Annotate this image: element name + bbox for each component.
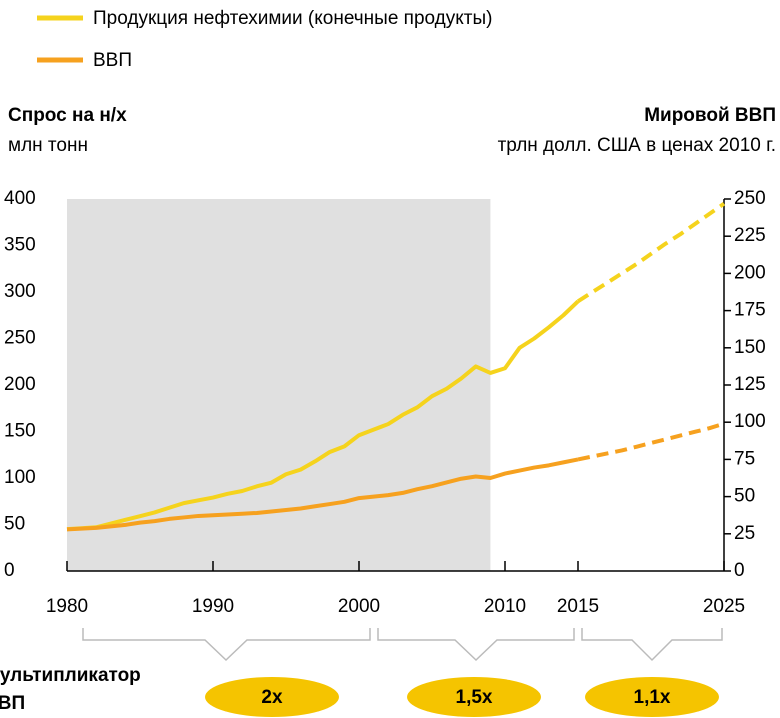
- y-tick-label: 0: [4, 560, 15, 581]
- y2-tick-label: 0: [734, 560, 745, 581]
- y2-tick-label: 100: [734, 411, 766, 432]
- y2-tick-label: 250: [734, 188, 766, 209]
- y2-tick-label: 125: [734, 374, 766, 395]
- y-tick-label: 300: [4, 281, 36, 302]
- right-axis-unit: трлн долл. США в ценах 2010 г.: [498, 135, 776, 156]
- data-line: [66, 299, 580, 532]
- bracket: [581, 628, 723, 662]
- data-line: [66, 457, 579, 532]
- multiplier-oval: [585, 677, 719, 717]
- bracket: [377, 628, 575, 662]
- brackets: [82, 628, 723, 662]
- legend: Продукция нефтехимии (конечные продукты)…: [37, 8, 492, 71]
- forecast-line: [576, 202, 726, 303]
- shaded-period: [67, 199, 491, 571]
- multiplier-value: 2x: [261, 687, 283, 708]
- multiplier-value: 1,1x: [634, 687, 671, 708]
- x-tick-label: 1980: [46, 596, 88, 617]
- multiplier-oval: [407, 677, 541, 717]
- y-tick-label: 350: [4, 235, 36, 256]
- y-tick-label: 100: [4, 467, 36, 488]
- multiplier-label: Мультипликатор: [0, 665, 141, 686]
- x-tick-label: 1990: [192, 596, 234, 617]
- y-tick-label: 200: [4, 374, 36, 395]
- legend-label: ВВП: [93, 50, 132, 71]
- y-tick-label: 250: [4, 328, 36, 349]
- x-tick-label: 2025: [703, 596, 745, 617]
- y-tick-label: 150: [4, 421, 36, 442]
- left-axis-title: Спрос на н/х: [8, 105, 127, 126]
- multiplier-oval: [205, 677, 339, 717]
- left-axis-unit: млн тонн: [8, 135, 88, 156]
- y-tick-label: 400: [4, 188, 36, 209]
- y2-tick-label: 200: [734, 262, 766, 283]
- y-tick-label: 50: [4, 514, 25, 535]
- x-tick-label: 2015: [557, 596, 599, 617]
- legend-label: Продукция нефтехимии (конечные продукты): [93, 8, 492, 29]
- y2-tick-label: 50: [734, 486, 755, 507]
- y2-tick-label: 75: [734, 448, 755, 469]
- bracket: [82, 628, 371, 662]
- x-tick-label: 2000: [338, 596, 380, 617]
- x-tick-label: 2010: [484, 596, 526, 617]
- y2-tick-label: 175: [734, 300, 766, 321]
- multiplier-value: 1,5x: [456, 687, 493, 708]
- y2-tick-label: 150: [734, 337, 766, 358]
- y2-tick-label: 25: [734, 523, 755, 544]
- multiplier-label: ВВП: [0, 693, 25, 714]
- forecast-line: [577, 421, 725, 462]
- y2-tick-label: 225: [734, 225, 766, 246]
- right-axis-title: Мировой ВВП: [644, 105, 776, 126]
